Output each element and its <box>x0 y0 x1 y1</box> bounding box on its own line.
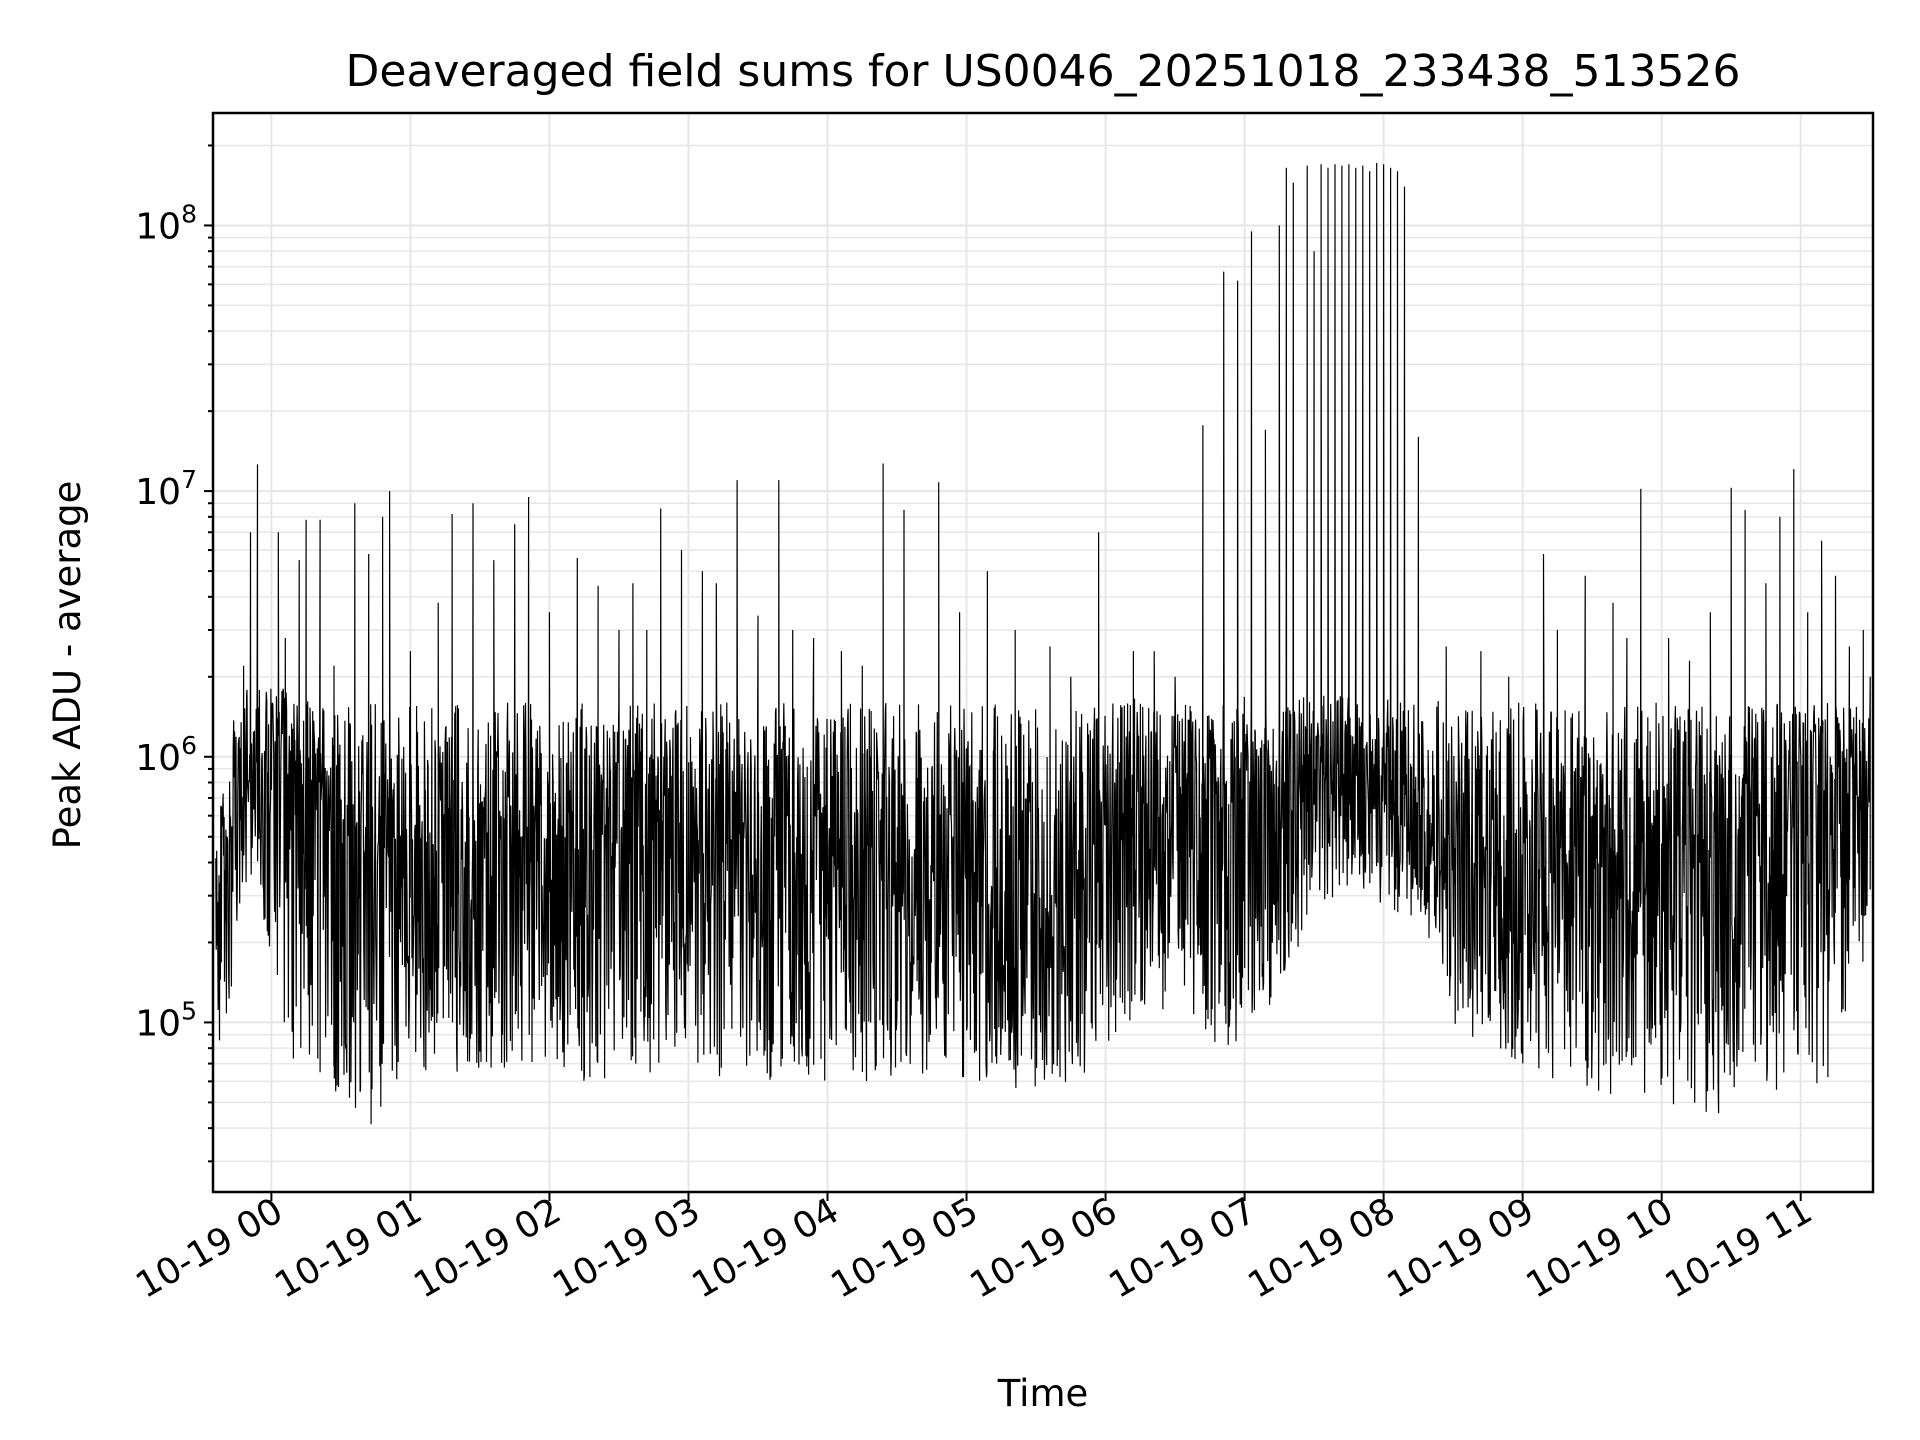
x-tick-label: 10-19 10 <box>1520 1190 1681 1306</box>
x-tick-label: 10-19 01 <box>268 1190 429 1306</box>
x-tick-label: 10-19 05 <box>824 1190 985 1306</box>
y-tick-label: 106 <box>135 731 197 779</box>
y-tick-label: 107 <box>135 465 197 513</box>
y-axis-label: Peak ADU - average <box>46 481 89 850</box>
x-axis-label: Time <box>997 1372 1089 1415</box>
x-tick-label: 10-19 11 <box>1659 1190 1820 1306</box>
x-tick-label: 10-19 09 <box>1380 1190 1541 1306</box>
y-tick-label: 105 <box>135 996 197 1044</box>
y-axis: 105 106 107 108 <box>135 144 213 1163</box>
x-tick-label: 10-19 06 <box>963 1190 1124 1306</box>
x-tick-label: 10-19 00 <box>129 1190 290 1306</box>
y-tick-label: 108 <box>135 199 197 247</box>
data-series <box>215 162 1871 1125</box>
series-line <box>215 162 1871 1125</box>
plot-frame <box>211 111 1875 1194</box>
chart-title: Deaveraged field sums for US0046_2025101… <box>346 46 1741 97</box>
x-tick-label: 10-19 04 <box>685 1190 846 1306</box>
x-tick-label: 10-19 02 <box>407 1190 568 1306</box>
x-tick-label: 10-19 07 <box>1102 1190 1263 1306</box>
x-tick-label: 10-19 03 <box>546 1190 707 1306</box>
x-tick-label: 10-19 08 <box>1241 1190 1402 1306</box>
